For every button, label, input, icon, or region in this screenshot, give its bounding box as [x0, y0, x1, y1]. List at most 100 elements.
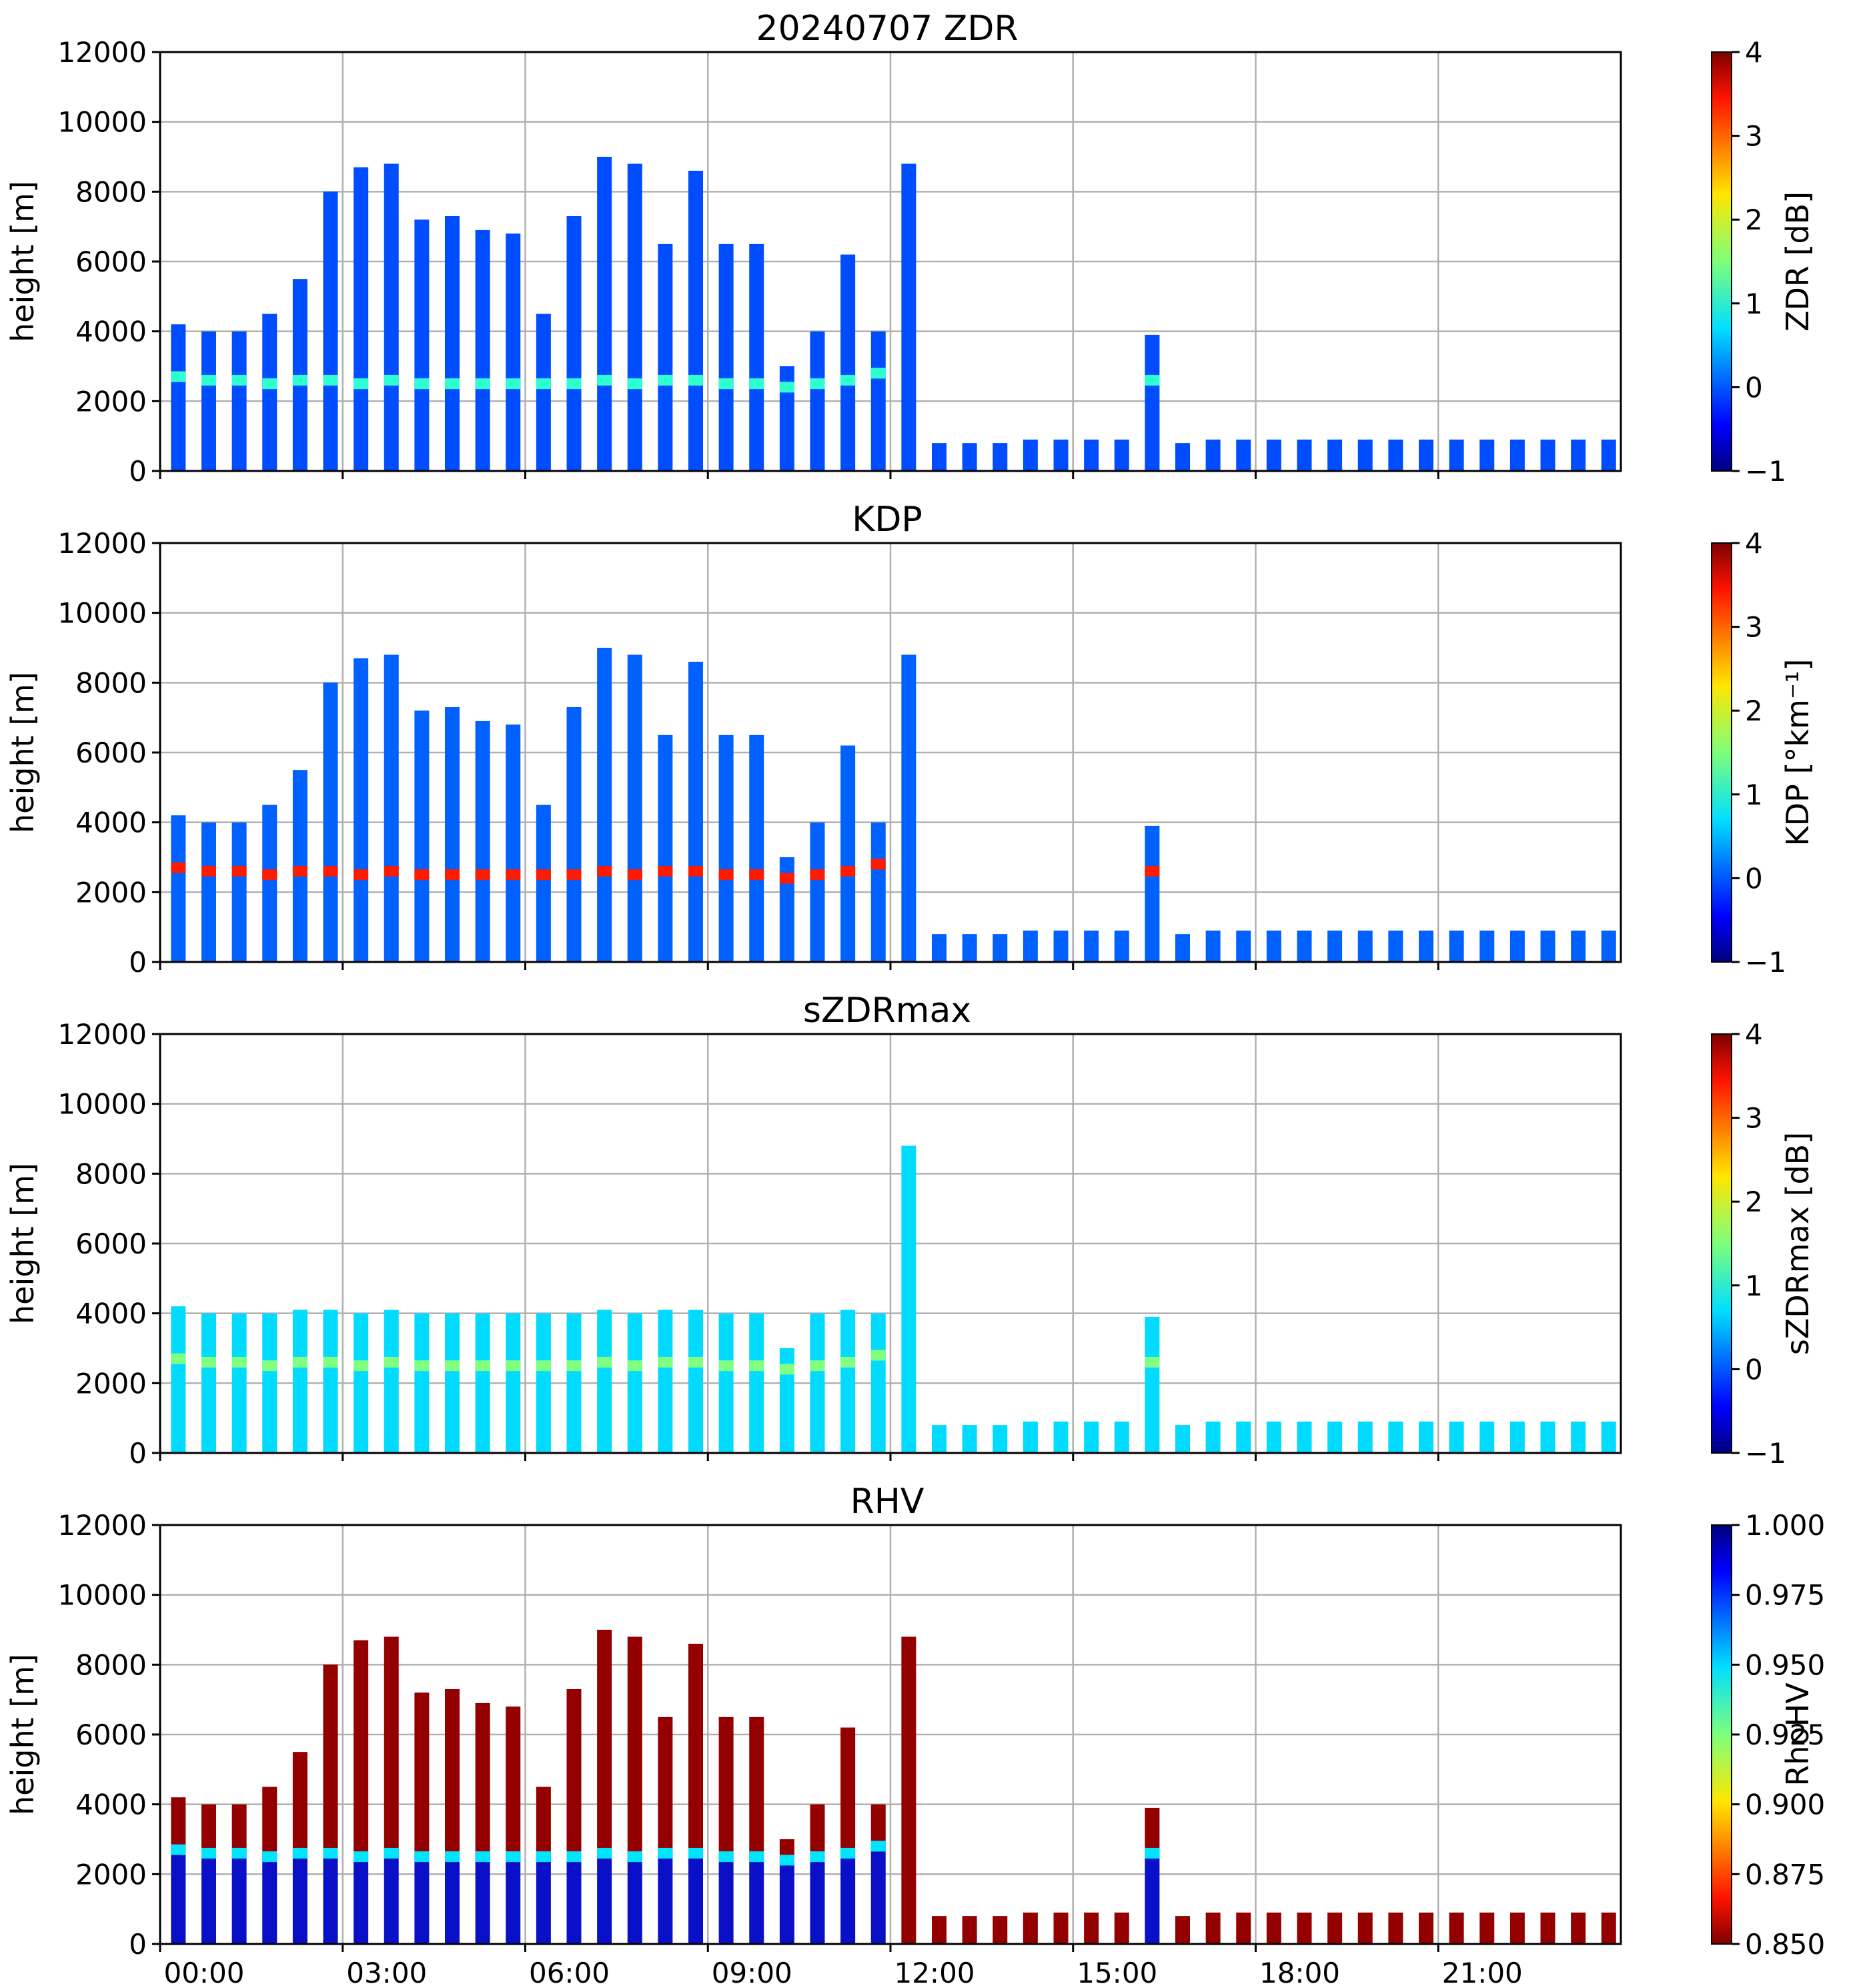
- melting-layer-band: [536, 1851, 551, 1863]
- y-tick-label: 6000: [75, 736, 147, 769]
- scan-column: [1357, 1912, 1373, 1944]
- scan-bar: [688, 1310, 703, 1453]
- melting-layer-band: [658, 374, 673, 386]
- melting-layer-band: [231, 865, 247, 877]
- scan-column: [566, 1688, 582, 1944]
- scan-bar: [1023, 930, 1038, 962]
- panel-rhv: RHV 0 2000 4000 6000 8000 10000 12000 00:00 03:0…: [5, 1482, 1825, 1988]
- scan-column: [1419, 1912, 1433, 1944]
- scan-column: [445, 706, 460, 962]
- scan-bar: [962, 443, 977, 471]
- y-tick-label: 2000: [75, 876, 147, 909]
- melting-layer-band: [1145, 374, 1160, 386]
- melting-layer-band: [718, 869, 734, 881]
- y-axis-label: height [m]: [5, 181, 41, 342]
- melting-layer-band: [536, 1360, 551, 1372]
- y-tick-label: 8000: [75, 1157, 147, 1190]
- scan-bar-upper: [1388, 1912, 1403, 1944]
- x-tick-label: 06:00: [529, 1957, 610, 1988]
- melting-layer-band: [779, 382, 794, 393]
- scan-bar: [384, 163, 399, 471]
- melting-layer-band: [749, 1360, 764, 1372]
- scan-bar-lower: [749, 1857, 764, 1944]
- scan-bar: [201, 331, 216, 471]
- scan-bar-upper: [384, 1636, 399, 1853]
- scan-column: [627, 1313, 642, 1453]
- scan-column: [1084, 439, 1099, 471]
- melting-layer-band: [506, 378, 521, 390]
- melting-layer-band: [688, 1847, 703, 1859]
- scan-bar: [932, 443, 947, 471]
- scan-column: [840, 745, 856, 962]
- y-axis-label: height [m]: [5, 1654, 41, 1815]
- scan-column: [718, 734, 734, 962]
- scan-column: [201, 822, 216, 962]
- scan-column: [810, 331, 825, 471]
- x-tick-label: 15:00: [1077, 1957, 1157, 1988]
- melting-layer-band: [658, 865, 673, 877]
- colorbar-tick-label: 0.975: [1745, 1579, 1825, 1612]
- scan-bar-lower: [292, 1853, 307, 1944]
- scan-bar: [962, 934, 977, 962]
- scan-bar: [445, 706, 460, 962]
- scan-column: [1266, 1912, 1281, 1944]
- scan-bar: [1479, 439, 1495, 471]
- scan-column: [292, 1752, 307, 1944]
- colorbar-tick-label: 2: [1745, 203, 1763, 236]
- scan-column: [870, 1804, 886, 1944]
- scan-column: [1571, 439, 1586, 471]
- colorbar-tick-label: 0.950: [1745, 1648, 1825, 1681]
- melting-layer-band: [414, 378, 430, 390]
- scan-bar: [932, 1425, 947, 1453]
- scan-column: [414, 219, 430, 471]
- scan-column: [1145, 1316, 1160, 1453]
- colorbar-tick-label: 4: [1745, 1018, 1763, 1051]
- scan-bar-upper: [810, 1804, 825, 1857]
- scan-bar: [1297, 439, 1312, 471]
- scan-column: [1327, 930, 1343, 962]
- scan-bar-upper: [1205, 1912, 1221, 1944]
- scan-column: [718, 1313, 734, 1453]
- scan-column: [566, 1313, 582, 1453]
- colorbar-tick-label: 1: [1745, 288, 1763, 320]
- scan-column: [1540, 1421, 1555, 1453]
- scan-column: [1297, 439, 1312, 471]
- scan-bar-lower: [354, 1857, 369, 1944]
- scan-bar: [231, 822, 247, 962]
- scan-column: [1509, 930, 1525, 962]
- scan-bar-upper: [1297, 1912, 1312, 1944]
- scan-column: [292, 279, 307, 471]
- scan-column: [506, 1313, 521, 1453]
- y-tick-label: 4000: [75, 807, 147, 839]
- scan-bar: [840, 745, 856, 962]
- scan-column: [536, 1787, 551, 1944]
- scan-bar: [870, 822, 886, 962]
- scan-column: [1114, 930, 1129, 962]
- scan-column: [901, 163, 916, 471]
- scan-column: [1571, 1912, 1586, 1944]
- panel-title: sZDRmax: [803, 991, 971, 1031]
- scan-column: [1175, 934, 1190, 962]
- scan-bar: [597, 157, 612, 471]
- scan-column: [779, 1348, 794, 1453]
- scan-bar-lower: [597, 1853, 612, 1944]
- scan-bar: [627, 1313, 642, 1453]
- scan-bar: [718, 243, 734, 471]
- melting-layer-band: [840, 865, 856, 877]
- scan-column: [1053, 930, 1069, 962]
- scan-column: [1419, 439, 1433, 471]
- scan-bar: [1540, 439, 1555, 471]
- scan-bar-upper: [870, 1804, 886, 1847]
- melting-layer-band: [810, 869, 825, 881]
- melting-layer-band: [445, 869, 460, 881]
- scan-column: [870, 822, 886, 962]
- melting-layer-band: [749, 1851, 764, 1863]
- melting-layer-band: [475, 378, 490, 390]
- colorbar-tick-label: 3: [1745, 611, 1763, 644]
- scan-bar-upper: [536, 1787, 551, 1857]
- melting-layer-band: [688, 865, 703, 877]
- scan-column: [201, 1804, 216, 1944]
- scan-bar-lower: [688, 1853, 703, 1944]
- x-tick-label: 03:00: [346, 1957, 427, 1988]
- scan-column: [810, 822, 825, 962]
